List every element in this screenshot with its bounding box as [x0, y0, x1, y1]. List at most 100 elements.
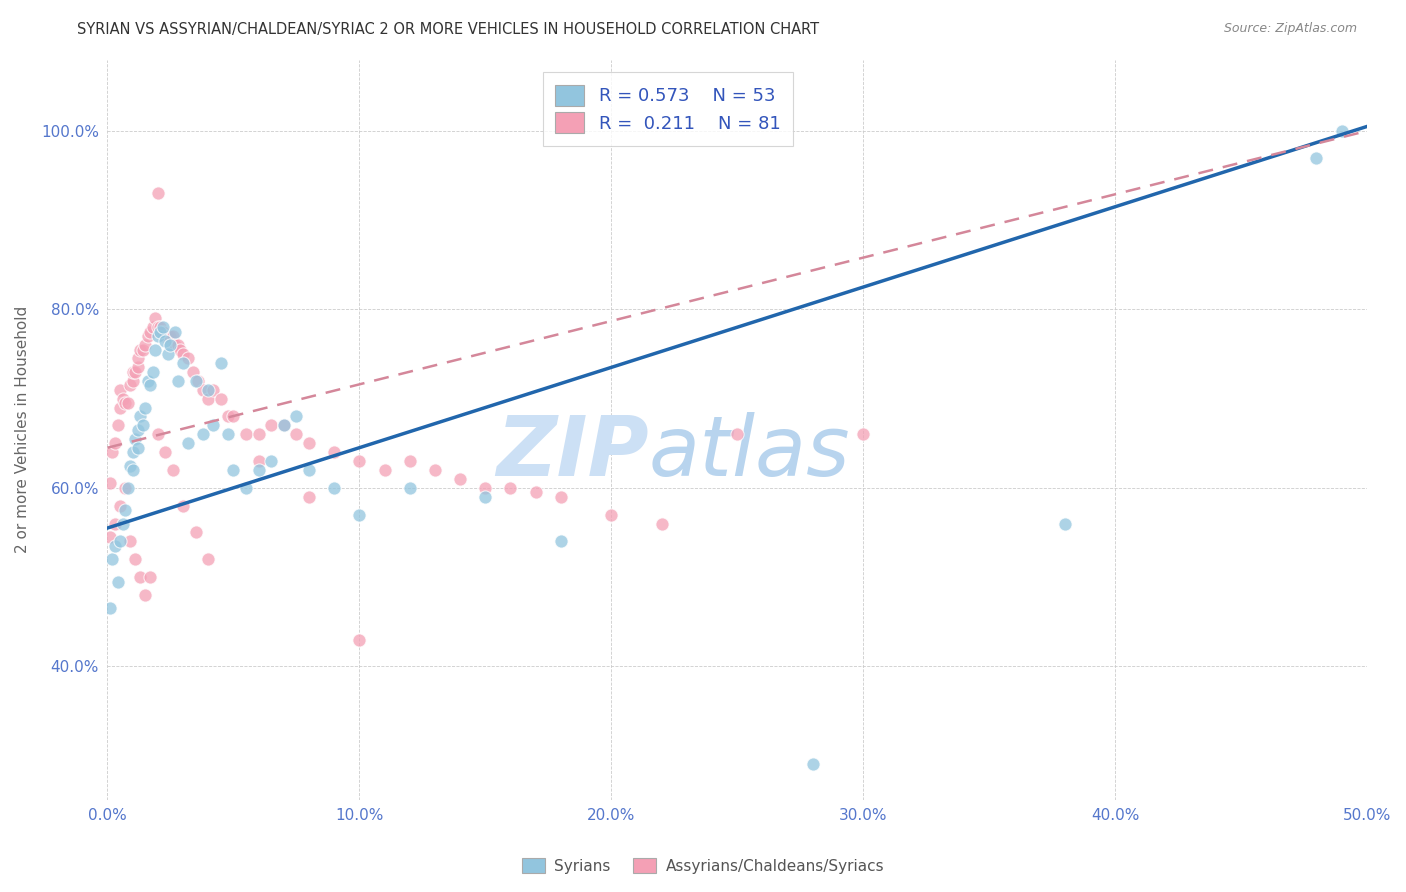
- Point: [202, 418, 225, 433]
- Point: [165, 325, 187, 339]
- Legend: Syrians, Assyrians/Chaldeans/Syriacs: Syrians, Assyrians/Chaldeans/Syriacs: [516, 852, 890, 880]
- Point: [134, 401, 156, 415]
- Point: [247, 454, 270, 468]
- Point: [1053, 516, 1076, 531]
- Point: [107, 574, 129, 589]
- Point: [98, 476, 121, 491]
- Point: [104, 539, 127, 553]
- Point: [131, 343, 153, 357]
- Y-axis label: 2 or more Vehicles in Household: 2 or more Vehicles in Household: [15, 306, 30, 554]
- Point: [101, 552, 124, 566]
- Point: [349, 632, 371, 647]
- Point: [167, 374, 190, 388]
- Point: [725, 427, 748, 442]
- Point: [127, 441, 149, 455]
- Point: [156, 329, 179, 343]
- Point: [134, 588, 156, 602]
- Point: [114, 503, 136, 517]
- Point: [202, 383, 225, 397]
- Point: [172, 347, 194, 361]
- Point: [651, 516, 673, 531]
- Point: [550, 490, 572, 504]
- Point: [209, 356, 232, 370]
- Point: [222, 409, 245, 424]
- Point: [121, 365, 143, 379]
- Point: [197, 392, 219, 406]
- Point: [177, 436, 200, 450]
- Point: [197, 552, 219, 566]
- Point: [247, 463, 270, 477]
- Point: [136, 329, 159, 343]
- Point: [108, 383, 131, 397]
- Point: [139, 570, 162, 584]
- Point: [104, 516, 127, 531]
- Point: [98, 530, 121, 544]
- Point: [146, 186, 169, 201]
- Point: [129, 409, 152, 424]
- Point: [101, 445, 124, 459]
- Point: [172, 499, 194, 513]
- Point: [349, 454, 371, 468]
- Point: [273, 418, 295, 433]
- Point: [124, 552, 146, 566]
- Point: [134, 338, 156, 352]
- Point: [127, 351, 149, 366]
- Point: [107, 418, 129, 433]
- Point: [801, 757, 824, 772]
- Point: [181, 365, 204, 379]
- Point: [285, 409, 308, 424]
- Point: [165, 338, 187, 352]
- Point: [349, 508, 371, 522]
- Point: [159, 338, 181, 352]
- Point: [209, 392, 232, 406]
- Text: SYRIAN VS ASSYRIAN/CHALDEAN/SYRIAC 2 OR MORE VEHICLES IN HOUSEHOLD CORRELATION C: SYRIAN VS ASSYRIAN/CHALDEAN/SYRIAC 2 OR …: [77, 22, 820, 37]
- Point: [146, 427, 169, 442]
- Point: [111, 392, 134, 406]
- Point: [260, 454, 283, 468]
- Point: [156, 347, 179, 361]
- Point: [117, 481, 139, 495]
- Point: [124, 432, 146, 446]
- Point: [108, 401, 131, 415]
- Point: [121, 374, 143, 388]
- Point: [235, 481, 257, 495]
- Point: [398, 481, 420, 495]
- Point: [600, 508, 623, 522]
- Point: [423, 463, 446, 477]
- Point: [143, 343, 166, 357]
- Point: [155, 445, 177, 459]
- Point: [146, 329, 169, 343]
- Point: [104, 436, 127, 450]
- Point: [152, 325, 174, 339]
- Point: [121, 445, 143, 459]
- Point: [524, 485, 547, 500]
- Point: [146, 320, 169, 334]
- Point: [217, 427, 239, 442]
- Point: [191, 383, 214, 397]
- Point: [852, 427, 875, 442]
- Point: [449, 472, 471, 486]
- Point: [273, 418, 295, 433]
- Point: [136, 374, 159, 388]
- Point: [108, 534, 131, 549]
- Point: [298, 436, 321, 450]
- Point: [398, 454, 420, 468]
- Point: [550, 534, 572, 549]
- Point: [98, 601, 121, 615]
- Text: ZIP: ZIP: [496, 411, 650, 492]
- Point: [247, 427, 270, 442]
- Point: [260, 418, 283, 433]
- Point: [191, 427, 214, 442]
- Point: [127, 423, 149, 437]
- Point: [1330, 124, 1353, 138]
- Point: [149, 325, 172, 339]
- Point: [108, 499, 131, 513]
- Point: [474, 481, 496, 495]
- Point: [124, 365, 146, 379]
- Point: [197, 383, 219, 397]
- Text: Source: ZipAtlas.com: Source: ZipAtlas.com: [1223, 22, 1357, 36]
- Point: [323, 481, 346, 495]
- Point: [169, 343, 191, 357]
- Point: [129, 343, 152, 357]
- Point: [121, 463, 143, 477]
